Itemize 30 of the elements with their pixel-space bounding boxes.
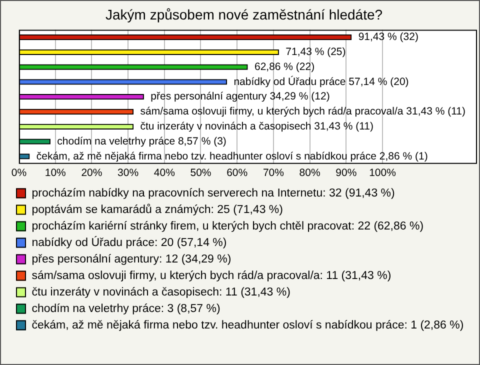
data-label: 91,43 % (32) xyxy=(358,31,418,44)
x-tick-label: 40% xyxy=(154,167,175,180)
x-tick-label: 60% xyxy=(226,167,248,180)
data-label: 71,43 % (25) xyxy=(286,46,346,58)
x-tick-label: 50% xyxy=(190,167,212,180)
legend-label: čekám, až mě nějaká firma nebo tzv. headhunter osloví s nabídkou práce: 1 (2,86 %) xyxy=(32,319,464,332)
x-tick-label: 80% xyxy=(299,167,320,180)
x-tick-label: 70% xyxy=(262,167,284,180)
legend-label: čtu inzeráty v novinách a časopisech: 11 (31,43 %) xyxy=(32,286,291,298)
x-tick-label: 100% xyxy=(369,167,396,180)
chart-title: Jakým způsobem nové zaměstnání hledáte? xyxy=(105,6,383,22)
legend-label: poptávám se kamarádů a známých: 25 (71,43 %) xyxy=(32,202,284,216)
legend-label: chodím na veletrhy práce: 3 (8,57 %) xyxy=(32,302,220,315)
x-tick-label: 30% xyxy=(118,167,139,180)
data-label: nabídky od Úřadu práce 57,14 % (20) xyxy=(234,74,409,88)
x-tick-label: 0% xyxy=(11,167,27,180)
legend-label: přes personální agentury: 12 (34,29 %) xyxy=(32,253,232,266)
legend-label: procházím nabídky na pracovních serverech na Internetu: 32 (91,43 %) xyxy=(32,187,396,200)
data-label: chodím na veletrhy práce 8,57 % (3) xyxy=(57,135,226,148)
data-label: sám/sama oslovuji firmy, u kterých bych rád/a pracoval/a 31,43 % (11) xyxy=(140,106,466,118)
data-label: čekám, až mě nějaká firma nebo tzv. headhunter osloví s nabídkou práce 2,86 % (1) xyxy=(36,150,428,162)
x-tick-label: 20% xyxy=(81,167,102,180)
legend-label: sám/sama oslovuji firmy, u kterých bych rád/a pracoval/a: 11 (31,43 %) xyxy=(32,270,392,282)
x-tick-label: 90% xyxy=(336,167,357,180)
data-label: čtu inzeráty v novinách a časopisech 31,43 % (11) xyxy=(140,120,374,133)
legend-label: procházím kariérní stránky firem, u kterých bych chtěl pracovat: 22 (62,86 %) xyxy=(32,220,424,232)
x-tick-label: 10% xyxy=(44,167,66,180)
data-label: přes personální agentury 34,29 % (12) xyxy=(150,90,330,103)
legend-label: nabídky od Úřadu práce: 20 (57,14 %) xyxy=(32,236,227,249)
data-label: 62,86 % (22) xyxy=(254,60,315,73)
